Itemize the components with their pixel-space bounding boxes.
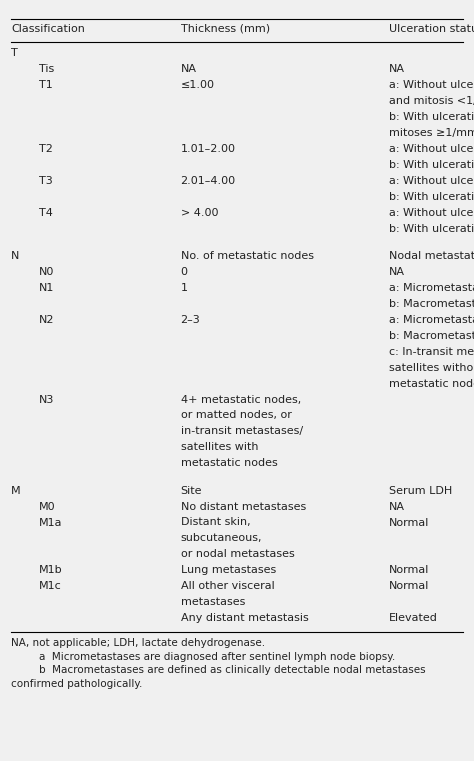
Text: b: With ulceration: b: With ulceration — [389, 224, 474, 234]
Text: a: Without ulceration: a: Without ulceration — [389, 80, 474, 90]
Text: Classification: Classification — [11, 24, 85, 33]
Text: Ulceration status/mitoses: Ulceration status/mitoses — [389, 24, 474, 33]
Text: Normal: Normal — [389, 581, 429, 591]
Text: a: Without ulceration: a: Without ulceration — [389, 144, 474, 154]
Text: 2.01–4.00: 2.01–4.00 — [181, 176, 236, 186]
Text: Elevated: Elevated — [389, 613, 438, 623]
Text: T: T — [11, 48, 18, 58]
Text: satellites with: satellites with — [181, 442, 258, 453]
Text: a: Without ulceration: a: Without ulceration — [389, 176, 474, 186]
Text: a  Micrometastases are diagnosed after sentinel lymph node biopsy.: a Micrometastases are diagnosed after se… — [39, 651, 395, 661]
Text: b  Macrometastases are defined as clinically detectable nodal metastases: b Macrometastases are defined as clinica… — [39, 665, 426, 676]
Text: or matted nodes, or: or matted nodes, or — [181, 410, 292, 421]
Text: No. of metastatic nodes: No. of metastatic nodes — [181, 251, 314, 261]
Text: N: N — [11, 251, 19, 261]
Text: M: M — [11, 486, 21, 495]
Text: satellites without: satellites without — [389, 362, 474, 373]
Text: or nodal metastases: or nodal metastases — [181, 549, 294, 559]
Text: Tis: Tis — [39, 64, 54, 74]
Text: b: With ulceration: b: With ulceration — [389, 192, 474, 202]
Text: Serum LDH: Serum LDH — [389, 486, 452, 495]
Text: No distant metastases: No distant metastases — [181, 501, 306, 511]
Text: T3: T3 — [39, 176, 53, 186]
Text: > 4.00: > 4.00 — [181, 208, 218, 218]
Text: Normal: Normal — [389, 517, 429, 527]
Text: N2: N2 — [39, 314, 55, 325]
Text: 2–3: 2–3 — [181, 314, 201, 325]
Text: b: Macrometastasis: b: Macrometastasis — [389, 330, 474, 341]
Text: subcutaneous,: subcutaneous, — [181, 533, 262, 543]
Text: Site: Site — [181, 486, 202, 495]
Text: N0: N0 — [39, 267, 54, 277]
Text: Normal: Normal — [389, 565, 429, 575]
Text: metastatic nodes: metastatic nodes — [389, 378, 474, 389]
Text: Thickness (mm): Thickness (mm) — [181, 24, 270, 33]
Text: metastases: metastases — [181, 597, 245, 607]
Text: NA: NA — [181, 64, 197, 74]
Text: and mitosis <1/mm²: and mitosis <1/mm² — [389, 96, 474, 106]
Text: a: Micrometastasis: a: Micrometastasis — [389, 314, 474, 325]
Text: b: Macrometastasis: b: Macrometastasis — [389, 298, 474, 309]
Text: a: Without ulceration: a: Without ulceration — [389, 208, 474, 218]
Text: N1: N1 — [39, 282, 54, 293]
Text: c: In-transit metastases/: c: In-transit metastases/ — [389, 346, 474, 357]
Text: Any distant metastasis: Any distant metastasis — [181, 613, 308, 623]
Text: a: Micrometastasis: a: Micrometastasis — [389, 282, 474, 293]
Text: NA: NA — [389, 64, 405, 74]
Text: T1: T1 — [39, 80, 53, 90]
Text: 1.01–2.00: 1.01–2.00 — [181, 144, 236, 154]
Text: M1a: M1a — [39, 517, 63, 527]
Text: T4: T4 — [39, 208, 53, 218]
Text: mitoses ≥1/mm²: mitoses ≥1/mm² — [389, 128, 474, 138]
Text: Lung metastases: Lung metastases — [181, 565, 276, 575]
Text: NA: NA — [389, 267, 405, 277]
Text: confirmed pathologically.: confirmed pathologically. — [11, 680, 143, 689]
Text: NA: NA — [389, 501, 405, 511]
Text: 0: 0 — [181, 267, 188, 277]
Text: metastatic nodes: metastatic nodes — [181, 458, 277, 469]
Text: b: With ulceration: b: With ulceration — [389, 160, 474, 170]
Text: M0: M0 — [39, 501, 55, 511]
Text: Distant skin,: Distant skin, — [181, 517, 250, 527]
Text: b: With ulceration or: b: With ulceration or — [389, 112, 474, 122]
Text: All other visceral: All other visceral — [181, 581, 274, 591]
Text: 1: 1 — [181, 282, 188, 293]
Text: N3: N3 — [39, 394, 54, 405]
Text: M1b: M1b — [39, 565, 63, 575]
Text: Nodal metastatic burden: Nodal metastatic burden — [389, 251, 474, 261]
Text: 4+ metastatic nodes,: 4+ metastatic nodes, — [181, 394, 301, 405]
Text: T2: T2 — [39, 144, 53, 154]
Text: ≤1.00: ≤1.00 — [181, 80, 215, 90]
Text: NA, not applicable; LDH, lactate dehydrogenase.: NA, not applicable; LDH, lactate dehydro… — [11, 638, 265, 648]
Text: in-transit metastases/: in-transit metastases/ — [181, 426, 303, 437]
Text: M1c: M1c — [39, 581, 62, 591]
